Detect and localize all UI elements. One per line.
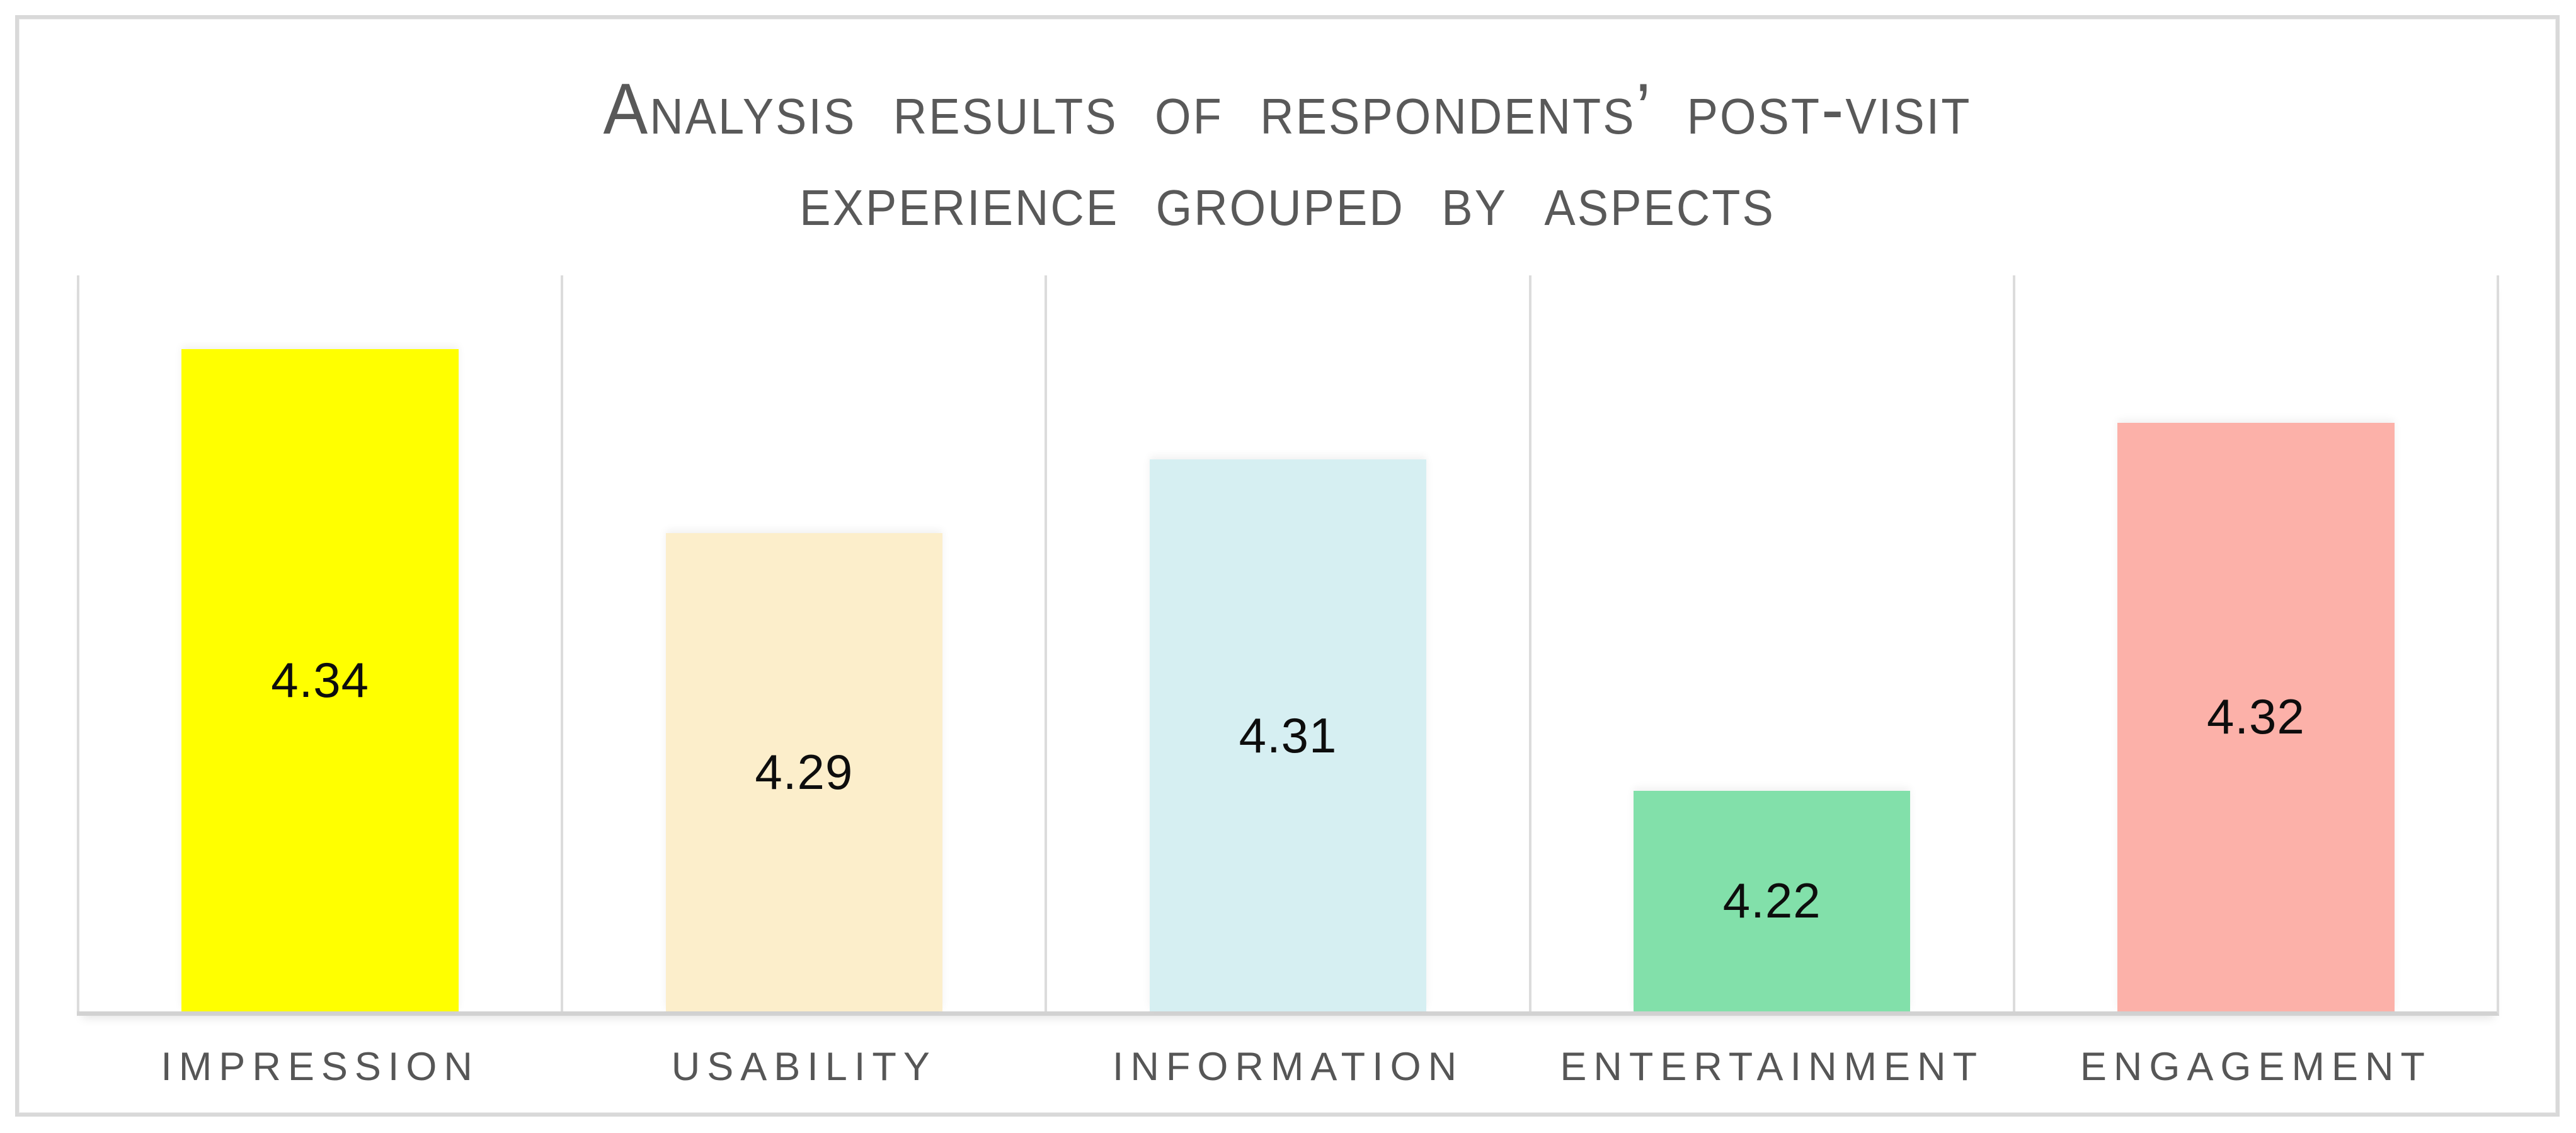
category-label-entertainment: ENTERTAINMENT (1560, 1045, 1984, 1089)
plot-area: 4.34 IMPRESSION 4.29 USABILITY 4.31 INFORMATI… (77, 275, 2499, 1089)
chart-figure: Analysis results of respondents’ post-vi… (15, 15, 2560, 1117)
bar-engagement: 4.32 (2117, 422, 2395, 1011)
chart-title-line1: Analysis results of respondents’ post-vi… (603, 69, 1972, 149)
bar-value-label-usability: 4.29 (755, 744, 854, 800)
category-label-information: INFORMATION (1112, 1045, 1464, 1089)
category-column-entertainment: 4.22 ENTERTAINMENT (1528, 275, 2013, 1089)
bar-value-label-engagement: 4.32 (2207, 689, 2305, 745)
chart-title-line2: experience grouped by aspects (799, 159, 1775, 241)
bar-usability: 4.29 (665, 532, 942, 1011)
category-column-impression: 4.34 IMPRESSION (77, 275, 561, 1089)
bar-entertainment: 4.22 (1634, 790, 1911, 1011)
category-label-engagement: ENGAGEMENT (2080, 1045, 2432, 1089)
bar-impression: 4.34 (181, 348, 459, 1011)
bar-value-label-entertainment: 4.22 (1722, 873, 1821, 929)
chart-title: Analysis results of respondents’ post-vi… (19, 64, 2556, 246)
category-column-engagement: 4.32 ENGAGEMENT (2012, 275, 2497, 1089)
category-label-usability: USABILITY (671, 1045, 937, 1089)
category-label-impression: IMPRESSION (161, 1045, 479, 1089)
bar-value-label-information: 4.31 (1239, 707, 1337, 763)
category-column-information: 4.31 INFORMATION (1045, 275, 1528, 1089)
category-column-usability: 4.29 USABILITY (561, 275, 1045, 1089)
bar-value-label-impression: 4.34 (271, 652, 369, 708)
bar-information: 4.31 (1149, 459, 1427, 1011)
